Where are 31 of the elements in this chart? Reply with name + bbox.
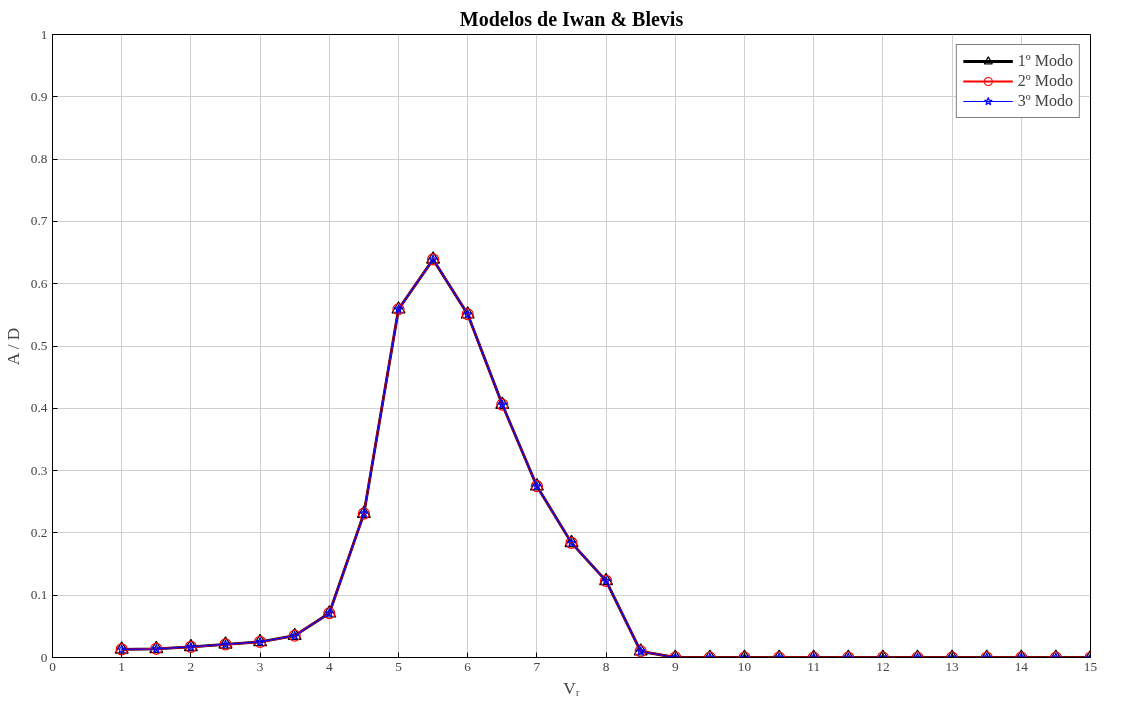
y-tick-label: 0.3 <box>30 462 48 478</box>
y-tick-label: 0.7 <box>30 213 48 229</box>
x-tick-label: 1 <box>118 658 126 674</box>
y-tick-label: 0.2 <box>30 524 48 540</box>
y-tick-label: 0.4 <box>30 400 48 416</box>
x-tick-label: 5 <box>395 658 403 674</box>
y-tick-label: 0.6 <box>30 275 48 291</box>
x-tick-label: 15 <box>1083 658 1098 674</box>
x-tick-label: 8 <box>602 658 610 674</box>
legend-label: 3º Modo <box>1017 92 1073 110</box>
x-tick-label: 12 <box>876 658 890 674</box>
x-tick-label: 3 <box>256 658 264 674</box>
y-tick-label: 0.8 <box>30 151 48 167</box>
y-tick-label: 0.1 <box>30 587 48 603</box>
x-tick-label: 2 <box>187 658 195 674</box>
x-tick-label: 14 <box>1014 658 1029 674</box>
legend-label: 2º Modo <box>1017 72 1073 90</box>
y-tick-label: 0.5 <box>30 338 48 353</box>
x-tick-label: 4 <box>325 658 333 674</box>
x-tick-label: 13 <box>945 658 960 674</box>
x-axis-title: Vᵣ <box>563 678 580 698</box>
x-tick-label: 9 <box>671 658 679 674</box>
y-tick-label: 1 <box>40 26 48 42</box>
legend-label: 1º Modo <box>1017 52 1073 70</box>
y-axis-title: A / D <box>3 327 23 366</box>
x-tick-label: 11 <box>807 658 821 674</box>
x-tick-label: 10 <box>737 658 752 674</box>
chart-title: Modelos de Iwan & Blevis <box>459 7 684 30</box>
x-tick-label: 7 <box>533 658 541 674</box>
x-tick-label: 6 <box>464 658 472 674</box>
y-tick-label: 0.9 <box>30 88 48 104</box>
